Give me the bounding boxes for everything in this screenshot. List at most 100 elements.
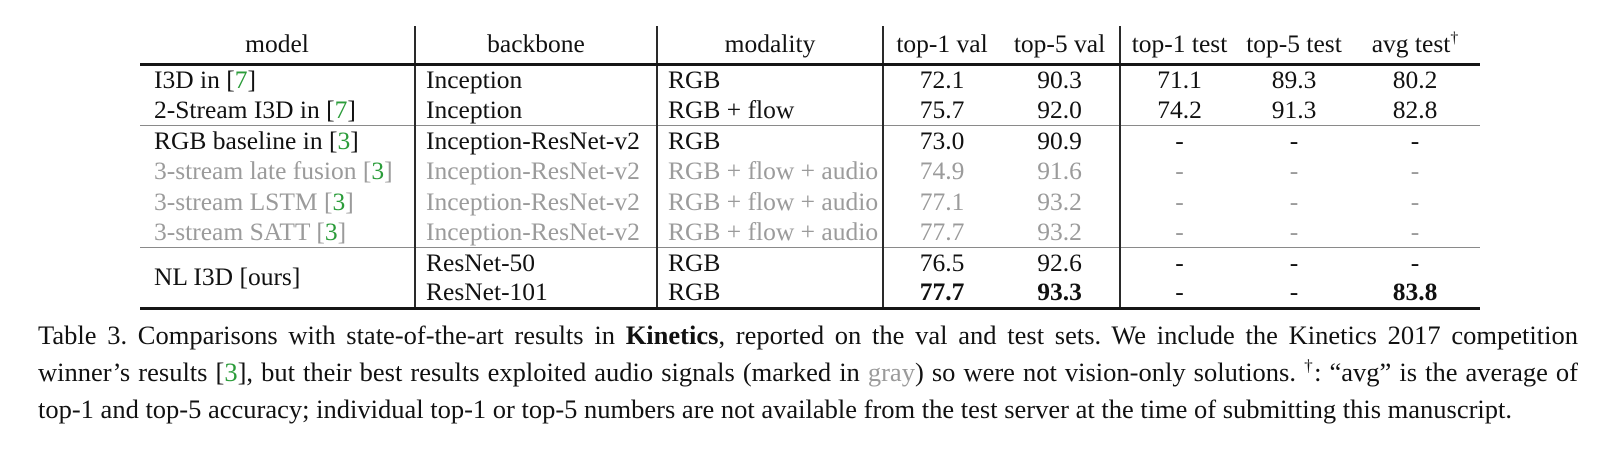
value-cell: 92.0 (1000, 94, 1121, 125)
caption-bold-text: Kinetics (625, 320, 719, 350)
value-cell: 91.6 (1000, 155, 1121, 186)
value-cell: - (1410, 156, 1420, 185)
value-cell: 71.1 (1157, 65, 1202, 95)
value-cell: 91.3 (1271, 94, 1317, 124)
modality-cell: RGB (657, 246, 884, 278)
table-row: RGB baseline in [3] Inception-ResNet-v2 RG… (140, 124, 1480, 156)
value-cell: - (1350, 246, 1480, 278)
model-cell: 2-Stream I3D in [7] (140, 94, 416, 125)
caption-text: ) so were not vision-only solutions. (914, 357, 1305, 387)
citation-link[interactable]: 3 (324, 216, 338, 246)
model-label: 3-stream SATT [ (154, 216, 325, 246)
backbone-cell: ResNet-50 (415, 246, 658, 278)
model-label-bracket: ] (347, 94, 356, 124)
value-cell: 74.2 (1157, 94, 1202, 124)
table-row: 2-Stream I3D in [7] Inception RGB + flow 75… (140, 94, 1480, 125)
caption-text: , reported on the val and test sets. We … (38, 320, 1578, 387)
citation-link[interactable]: 7 (234, 65, 248, 95)
table-row: 3-stream LSTM [3] Inception-ResNet-v2 RGB … (140, 186, 1480, 217)
backbone-cell: Inception (415, 94, 658, 125)
value-cell: 93.3 (1000, 277, 1121, 308)
citation-link[interactable]: 3 (337, 125, 351, 155)
model-cell: I3D in [7] (140, 64, 416, 95)
table-caption: Table 3. Comparisons with state-of-the-a… (38, 317, 1578, 428)
value-cell: - (1175, 156, 1184, 185)
modality-cell: RGB + flow + audio (657, 186, 884, 217)
model-label-bracket: ] (337, 216, 347, 246)
value-cell: - (1289, 216, 1299, 246)
value-cell: - (1175, 186, 1184, 216)
value-cell: 93.2 (1000, 216, 1121, 247)
model-label: NL I3D [ours] (154, 262, 301, 292)
model-cell: RGB baseline in [3] (140, 124, 416, 156)
table-row: I3D in [7] Inception RGB 72.1 90.3 71.1 89.3 80… (140, 64, 1480, 95)
caption-text: : “avg” is the average of top-1 and top-… (38, 357, 1579, 424)
citation-link[interactable]: 7 (334, 94, 348, 124)
table-row: NL I3D [ours] ResNet-50 RGB 76.5 92.6- - - (140, 246, 1480, 308)
value-cell: 75.7 (919, 94, 965, 124)
citation-link[interactable]: 3 (371, 156, 385, 185)
value-cell: - (1238, 124, 1350, 156)
value-cell: 77.7 (919, 277, 965, 307)
value-cell: 92.6 (1000, 246, 1121, 278)
model-cell: NL I3D [ours] (140, 246, 416, 308)
results-table: model backbone modality top-1 val top-5 val t… (140, 26, 1480, 310)
value-cell: 77.1 (919, 186, 965, 216)
modality-cell: RGB + flow + audio (657, 155, 884, 186)
column-header: model (140, 26, 416, 66)
gray-word: gray (867, 357, 915, 387)
table-row: 3-stream late fusion [3] Inception-ResNet… (140, 155, 1480, 186)
value-cell: - (1410, 216, 1420, 246)
table-row: 3-stream SATT [3] Inception-ResNet-v2 RGB … (140, 216, 1480, 247)
model-cell: 3-stream late fusion [3] (140, 155, 416, 186)
value-cell: - (1120, 246, 1238, 278)
column-header: top-5 val (1000, 26, 1121, 66)
column-header: backbone (415, 26, 658, 66)
model-cell: 3-stream SATT [3] (140, 216, 416, 247)
value-cell: 83.8 (1392, 277, 1438, 307)
caption-text: ], but their best results exploited audi… (237, 357, 868, 387)
model-label: I3D in [ (154, 65, 235, 95)
value-cell: - (1120, 124, 1238, 156)
value-cell: 89.3 (1271, 65, 1317, 95)
model-label: 3-stream late fusion [ (154, 156, 372, 185)
value-cell: 93.2 (1000, 186, 1121, 217)
value-cell: - (1289, 277, 1299, 307)
value-cell: - (1289, 186, 1299, 216)
table-row: ResNet-101 RGB 77.7 93.3 - - 83.8 (140, 277, 1480, 308)
value-cell: - (1175, 216, 1184, 246)
modality-cell: RGB + flow + audio (657, 216, 884, 247)
model-label: 2-Stream I3D in [ (154, 94, 335, 124)
backbone-cell: Inception-ResNet-v2 (415, 124, 658, 156)
value-cell: 90.3 (1000, 64, 1121, 95)
dagger-icon: † (1450, 29, 1459, 47)
value-cell: 73.0 (883, 124, 1000, 156)
value-cell: - (1289, 156, 1299, 185)
modality-cell: RGB + flow (657, 94, 884, 125)
value-cell: - (1238, 246, 1350, 278)
column-header: modality (657, 26, 884, 66)
caption-text: Table 3. Comparisons with state-of-the-a… (38, 320, 626, 350)
column-header: top-1 test (1120, 26, 1238, 66)
modality-cell: RGB (657, 64, 884, 95)
column-header: top-1 val (883, 26, 1000, 66)
backbone-cell: Inception-ResNet-v2 (415, 186, 658, 217)
value-cell: - (1350, 124, 1480, 156)
dagger-icon: † (1304, 356, 1315, 376)
backbone-cell: ResNet-101 (415, 277, 658, 308)
backbone-cell: Inception-ResNet-v2 (415, 216, 658, 247)
model-label-bracket: ] (384, 156, 393, 185)
table-body: I3D in [7] Inception RGB 72.1 90.3 71.1 89.3 80… (140, 64, 1480, 308)
table-header: model backbone modality top-1 val top-5 val t… (140, 26, 1480, 66)
citation-link[interactable]: 3 (332, 186, 346, 216)
model-label-bracket: ] (350, 125, 359, 155)
backbone-cell: Inception-ResNet-v2 (415, 155, 658, 186)
citation-link[interactable]: 3 (224, 357, 238, 387)
model-label-bracket: ] (247, 65, 256, 95)
model-cell: 3-stream LSTM [3] (140, 186, 416, 217)
model-label: RGB baseline in [ (154, 125, 338, 155)
model-label: 3-stream LSTM [ (154, 186, 333, 216)
value-cell: 76.5 (883, 246, 1000, 278)
backbone-cell: Inception (415, 64, 658, 95)
value-cell: 77.7 (919, 216, 965, 246)
